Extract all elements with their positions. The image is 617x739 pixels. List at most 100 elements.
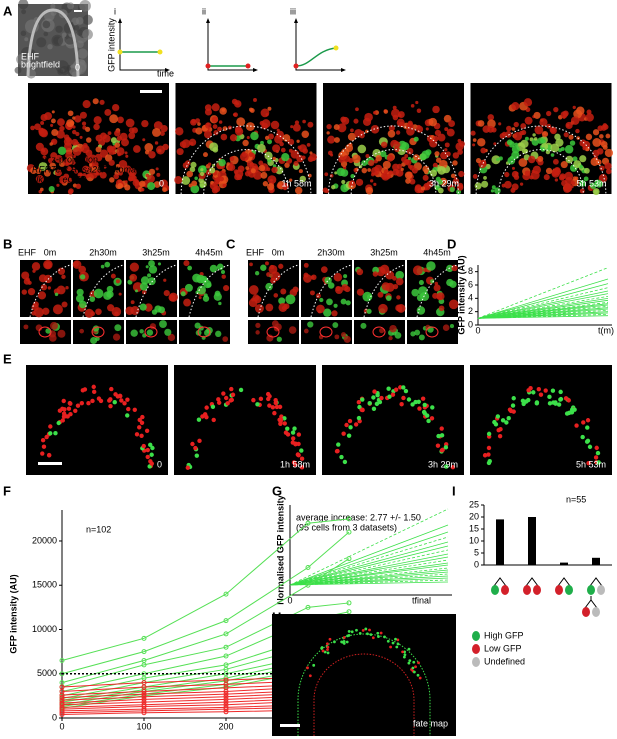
cell-dot bbox=[48, 431, 53, 436]
cell bbox=[584, 167, 590, 174]
cell bbox=[353, 118, 359, 124]
cell-dot bbox=[417, 661, 420, 665]
cell bbox=[302, 119, 306, 124]
bar bbox=[592, 557, 600, 565]
cell-dot bbox=[587, 444, 593, 450]
cell bbox=[452, 152, 460, 159]
cell bbox=[543, 174, 550, 181]
cell bbox=[270, 277, 277, 284]
trace bbox=[477, 283, 609, 319]
cell bbox=[518, 142, 522, 146]
cell-dot bbox=[429, 416, 435, 421]
cell bbox=[457, 138, 462, 143]
cell-icon bbox=[592, 607, 600, 617]
cell bbox=[404, 171, 413, 180]
cell bbox=[600, 140, 608, 148]
texture bbox=[57, 69, 64, 76]
cell bbox=[575, 128, 580, 134]
cell bbox=[352, 154, 361, 164]
cell bbox=[175, 127, 184, 136]
cell bbox=[56, 183, 60, 187]
cell bbox=[229, 156, 235, 162]
cell-dot bbox=[333, 640, 336, 644]
cell-dot bbox=[44, 434, 49, 440]
cell bbox=[218, 120, 223, 124]
cell bbox=[507, 156, 516, 165]
cell bbox=[278, 297, 286, 305]
schematic: ii bbox=[202, 6, 258, 72]
cell bbox=[50, 118, 56, 124]
cell bbox=[521, 148, 528, 154]
cell bbox=[400, 167, 404, 171]
cell bbox=[157, 262, 162, 266]
cell bbox=[404, 153, 409, 158]
y-tick-label: 5 bbox=[474, 547, 479, 557]
y-tick-label: 5000 bbox=[37, 668, 57, 678]
cell bbox=[293, 160, 299, 167]
cell-dot bbox=[570, 407, 575, 412]
cell bbox=[389, 324, 397, 333]
cell bbox=[540, 147, 546, 152]
cell bbox=[324, 172, 329, 177]
cell bbox=[190, 184, 200, 194]
cell bbox=[554, 178, 559, 182]
cell-dot bbox=[274, 404, 280, 410]
point bbox=[141, 688, 147, 694]
cell bbox=[190, 118, 197, 126]
cell bbox=[385, 295, 392, 302]
cell bbox=[30, 125, 35, 131]
cell bbox=[449, 280, 457, 288]
cell bbox=[524, 116, 533, 125]
cell bbox=[254, 304, 264, 313]
cell bbox=[592, 129, 600, 136]
y-tick-label: 15000 bbox=[32, 580, 57, 590]
cell bbox=[145, 265, 149, 269]
trace bbox=[289, 564, 449, 586]
cell bbox=[395, 130, 401, 135]
cell bbox=[266, 334, 274, 342]
cell-dot bbox=[399, 402, 404, 407]
cell bbox=[373, 182, 377, 186]
cell-dot bbox=[410, 402, 415, 407]
legend-text: High GFP bbox=[484, 630, 524, 640]
cell-dot bbox=[439, 448, 445, 453]
cell bbox=[50, 152, 58, 160]
cell bbox=[209, 142, 219, 152]
cell bbox=[217, 126, 222, 132]
cell bbox=[341, 179, 346, 185]
cell-dot bbox=[396, 642, 400, 646]
cell bbox=[413, 154, 420, 161]
cell bbox=[302, 148, 308, 154]
cell-dot bbox=[418, 676, 422, 680]
cell bbox=[115, 163, 120, 168]
cell bbox=[446, 128, 455, 137]
cell-dot bbox=[364, 627, 368, 631]
boundary bbox=[257, 264, 299, 318]
cell bbox=[425, 127, 429, 131]
y-tick-label: 0 bbox=[468, 319, 473, 329]
cell bbox=[560, 111, 568, 119]
cell-dot bbox=[371, 636, 375, 640]
cell bbox=[89, 162, 93, 167]
cell bbox=[74, 169, 79, 174]
cell bbox=[82, 100, 91, 109]
cell-dot bbox=[73, 408, 78, 414]
panel-label: F bbox=[3, 483, 11, 498]
cell bbox=[511, 102, 520, 111]
cell bbox=[53, 288, 61, 295]
cell bbox=[72, 155, 76, 159]
legend-text: Undefined bbox=[484, 656, 525, 666]
cell bbox=[392, 163, 400, 171]
cell bbox=[552, 158, 559, 165]
cell bbox=[345, 300, 351, 306]
cell bbox=[134, 289, 139, 293]
cell bbox=[579, 164, 584, 169]
cell bbox=[429, 169, 437, 177]
cell bbox=[128, 132, 136, 140]
cell-dot bbox=[411, 666, 415, 670]
point bbox=[141, 649, 147, 655]
cell-dot bbox=[389, 645, 392, 649]
cell bbox=[422, 165, 430, 173]
note: (95 cells from 3 datasets) bbox=[296, 522, 397, 532]
cell bbox=[168, 294, 176, 302]
